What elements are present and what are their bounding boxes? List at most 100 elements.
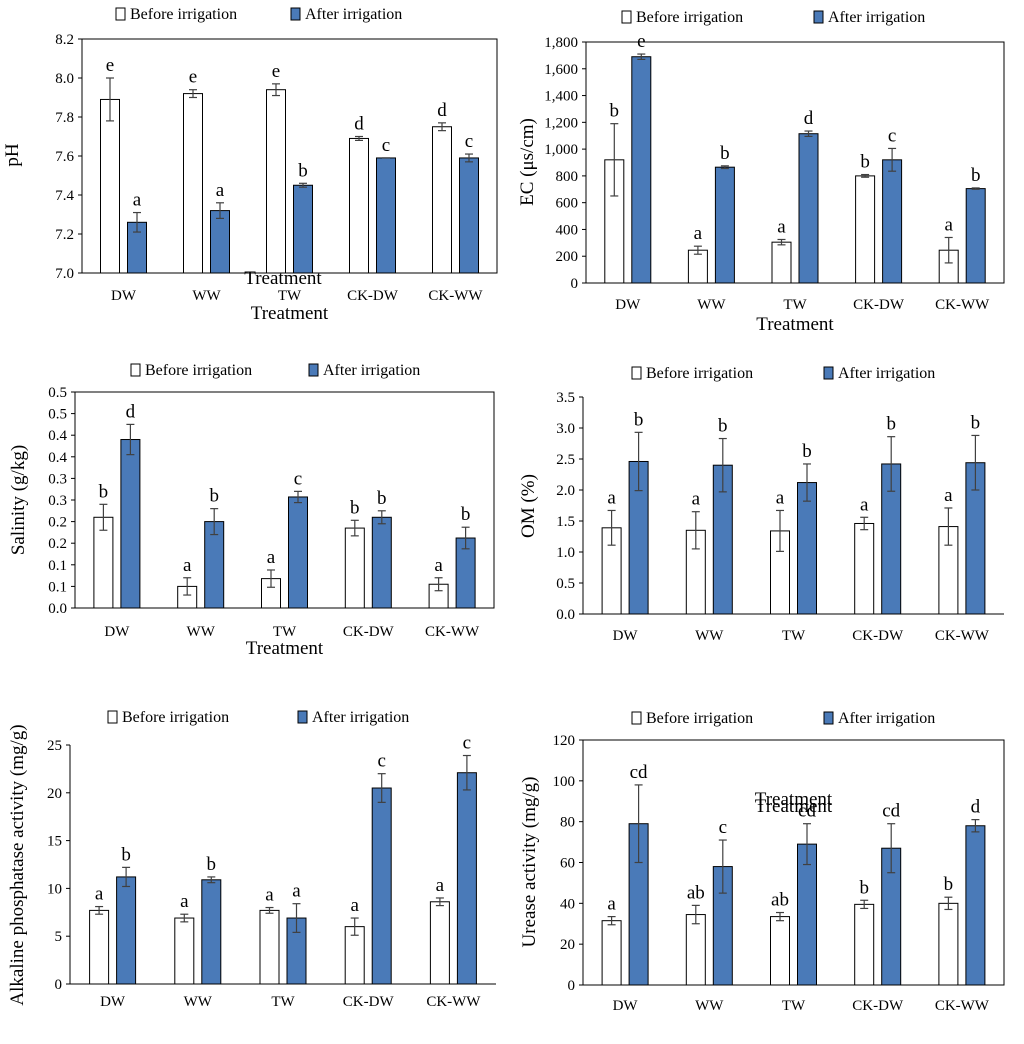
y-tick-label: 20 (47, 786, 62, 802)
bar-before (770, 916, 790, 986)
x-tick-label: CK-DW (343, 624, 395, 640)
legend: Before irrigation After irrigation (107, 709, 409, 726)
bar-after (965, 188, 986, 284)
x-tick-label: TW (271, 994, 295, 1010)
x-tick-label: CK-WW (425, 624, 480, 640)
x-tick-label: DW (100, 994, 126, 1010)
x-tick-label: WW (697, 297, 726, 313)
significance-label: b (720, 143, 730, 164)
bar-after (797, 843, 817, 986)
significance-label: c (294, 468, 302, 489)
y-tick-label: 0 (55, 977, 63, 993)
bar-after (456, 772, 477, 985)
bar-after (714, 166, 735, 284)
legend-label-after: After irrigation (312, 709, 409, 726)
bar-before (685, 914, 706, 986)
chart-panel-ec: 0 200 400 600 800 1,000 1,200 1,400 1,600 1,800 EC… (517, 9, 1005, 335)
y-tick-label: 1,000 (544, 142, 578, 158)
chart-panel-ph: 7.0 7.2 7.4 7.6 7.8 8.0 8.2 pH Treatment Before i… (2, 6, 498, 324)
bar-after (116, 876, 137, 985)
significance-label: e (189, 67, 197, 88)
bar-before (687, 249, 708, 284)
y-tick-label: 7.8 (55, 110, 74, 126)
y-tick-label: 0.2 (48, 536, 67, 552)
x-tick-label: CK-WW (935, 297, 990, 313)
bar-before (854, 522, 875, 615)
legend-label-after: After irrigation (323, 362, 420, 379)
x-tick-label: CK-DW (853, 297, 905, 313)
y-tick-label: 1,800 (544, 35, 578, 51)
legend-label-before: Before irrigation (130, 6, 237, 23)
x-tick-label: WW (192, 288, 221, 304)
significance-label: b (971, 412, 981, 433)
bar-before (938, 902, 959, 986)
significance-label: ab (687, 882, 705, 903)
y-tick-label: 0.3 (48, 471, 67, 487)
legend-swatch-before (631, 366, 642, 380)
significance-label: cd (798, 801, 816, 822)
x-tick-label: CK-DW (852, 628, 904, 644)
y-tick-label: 0.5 (48, 385, 67, 401)
significance-label: b (350, 497, 360, 518)
significance-label: d (126, 401, 136, 422)
x-tick-label: CK-WW (428, 288, 483, 304)
significance-label: a (292, 881, 301, 902)
chart-panel-salinity: 0.0 0.1 0.1 0.2 0.2 0.3 0.3 0.4 0.4 0.5 0.5 Salinit… (8, 362, 495, 659)
x-tick-label: TW (278, 288, 302, 304)
x-axis-label: Treatment (251, 303, 329, 324)
significance-label: c (465, 131, 473, 152)
bar-after (371, 516, 392, 609)
bar-before (854, 903, 875, 986)
x-tick-label: CK-DW (852, 998, 904, 1014)
y-tick-label: 40 (560, 896, 575, 912)
bar-before (174, 917, 195, 985)
y-tick-label: 8.0 (55, 71, 74, 87)
y-axis-label: OM (%) (518, 474, 539, 538)
x-axis-label: Treatment (246, 638, 324, 659)
legend-swatch-after (297, 710, 308, 724)
bar-before (100, 98, 120, 274)
y-tick-label: 0.0 (48, 601, 67, 617)
bar-after (120, 439, 141, 609)
bar-before (266, 89, 286, 274)
y-tick-label: 1,200 (544, 115, 578, 131)
y-tick-label: 7.2 (55, 227, 74, 243)
x-tick-label: TW (782, 998, 806, 1014)
y-axis-label: Salinity (g/kg) (8, 445, 29, 555)
y-tick-label: 200 (556, 249, 579, 265)
bar-after (371, 787, 392, 985)
y-tick-label: 0.1 (48, 558, 67, 574)
significance-label: e (272, 61, 280, 82)
x-tick-label: TW (273, 624, 297, 640)
significance-label: a (434, 555, 443, 576)
x-tick-label: DW (615, 297, 641, 313)
bar-after (288, 496, 308, 609)
bar-before (432, 126, 452, 274)
legend: Before irrigation After irrigation (621, 9, 925, 26)
legend-swatch-before (130, 363, 141, 377)
significance-label: a (776, 487, 785, 508)
y-tick-label: 2.0 (556, 483, 575, 499)
bar-after (797, 482, 817, 615)
y-tick-label: 7.0 (55, 266, 74, 282)
x-tick-label: DW (104, 624, 130, 640)
bar-after (631, 56, 652, 284)
y-tick-label: 3.5 (556, 390, 575, 406)
significance-label: a (267, 547, 276, 568)
y-tick-label: 0 (571, 276, 579, 292)
significance-label: b (121, 844, 131, 865)
significance-label: c (382, 135, 390, 156)
legend: Before irrigation After irrigation (631, 365, 935, 382)
significance-label: b (207, 854, 217, 875)
significance-label: a (944, 214, 953, 235)
y-tick-label: 0.5 (556, 576, 575, 592)
x-axis-label: Treatment (244, 268, 322, 289)
significance-label: a (95, 884, 104, 905)
significance-label: a (350, 895, 359, 916)
significance-label: b (634, 409, 644, 430)
bar-before (771, 241, 792, 284)
y-tick-label: 0.5 (48, 407, 67, 423)
y-axis-label: Alkaline phosphatase activity (mg/g) (7, 724, 28, 1005)
significance-label: a (180, 891, 189, 912)
significance-label: b (886, 414, 896, 435)
